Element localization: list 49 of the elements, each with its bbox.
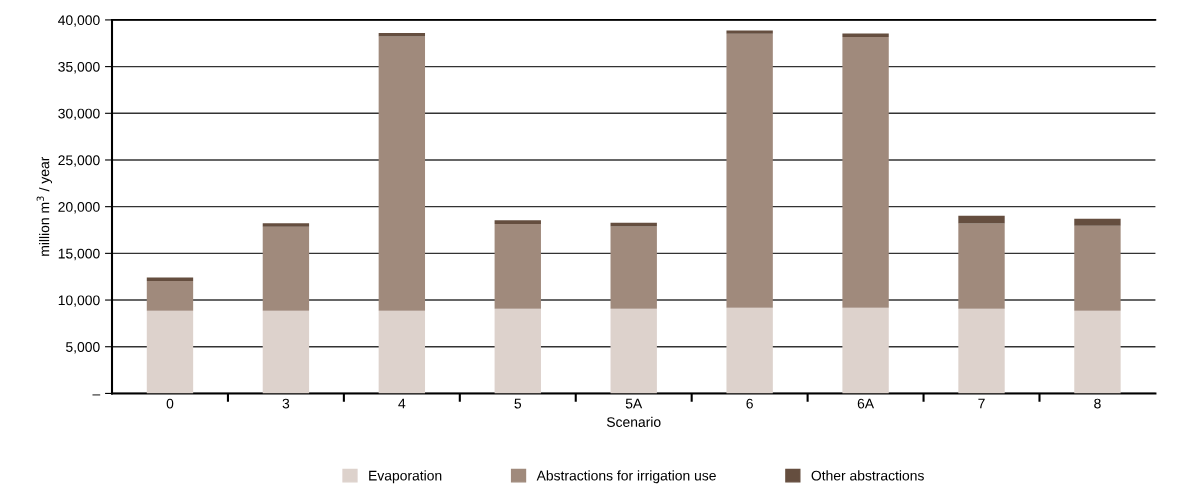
bar — [726, 33, 773, 308]
bar — [1074, 310, 1121, 394]
bar — [842, 33, 889, 38]
bar — [610, 226, 657, 309]
y-tick-label: 20,000 — [58, 202, 100, 214]
bar — [262, 226, 310, 311]
bar — [146, 277, 194, 281]
x-tick-label: 4 — [398, 398, 406, 409]
y-tick-label: 30,000 — [58, 108, 100, 121]
legend-label: Other abstractions — [811, 470, 924, 481]
x-tick-label: 5A — [625, 398, 643, 409]
bar — [146, 310, 194, 394]
bar — [378, 33, 426, 37]
x-tick-label: 6 — [746, 398, 753, 409]
x-tick-label: 8 — [1094, 398, 1101, 409]
bar — [1074, 218, 1121, 226]
bar — [958, 215, 1005, 224]
bar — [378, 310, 426, 394]
y-tick-label: 25,000 — [58, 155, 100, 167]
bar — [842, 37, 889, 308]
x-tick-label: 0 — [166, 398, 174, 409]
x-tick-label: 7 — [978, 398, 985, 409]
y-tick-label: 15,000 — [58, 248, 100, 261]
bar — [262, 223, 310, 227]
bar — [726, 307, 773, 394]
bar — [494, 220, 541, 225]
bar — [958, 223, 1005, 309]
y-tick-label: – — [92, 394, 101, 396]
bar — [494, 308, 541, 394]
legend-label: Abstractions for irrigation use — [536, 470, 716, 484]
y-tick-label: 10,000 — [58, 295, 100, 307]
y-axis-title: million m$^{3}$ / year — [36, 156, 53, 256]
bar — [1074, 225, 1121, 311]
y-tick-label: 5,000 — [66, 342, 100, 354]
bar — [146, 280, 194, 311]
bar — [262, 310, 310, 394]
x-tick-label: 6A — [857, 398, 875, 409]
x-tick-label: 3 — [282, 398, 290, 409]
legend-label: Evaporation — [369, 470, 442, 484]
x-tick-label: 5 — [514, 398, 522, 409]
y-tick-label: 35,000 — [58, 61, 100, 74]
bar — [378, 36, 426, 311]
bar — [958, 308, 1005, 394]
y-tick-label: 40,000 — [58, 15, 100, 27]
bar — [842, 307, 889, 394]
bar — [494, 224, 541, 309]
bar — [726, 30, 773, 34]
x-axis-title: Scenario — [606, 416, 661, 427]
bar — [610, 308, 657, 394]
